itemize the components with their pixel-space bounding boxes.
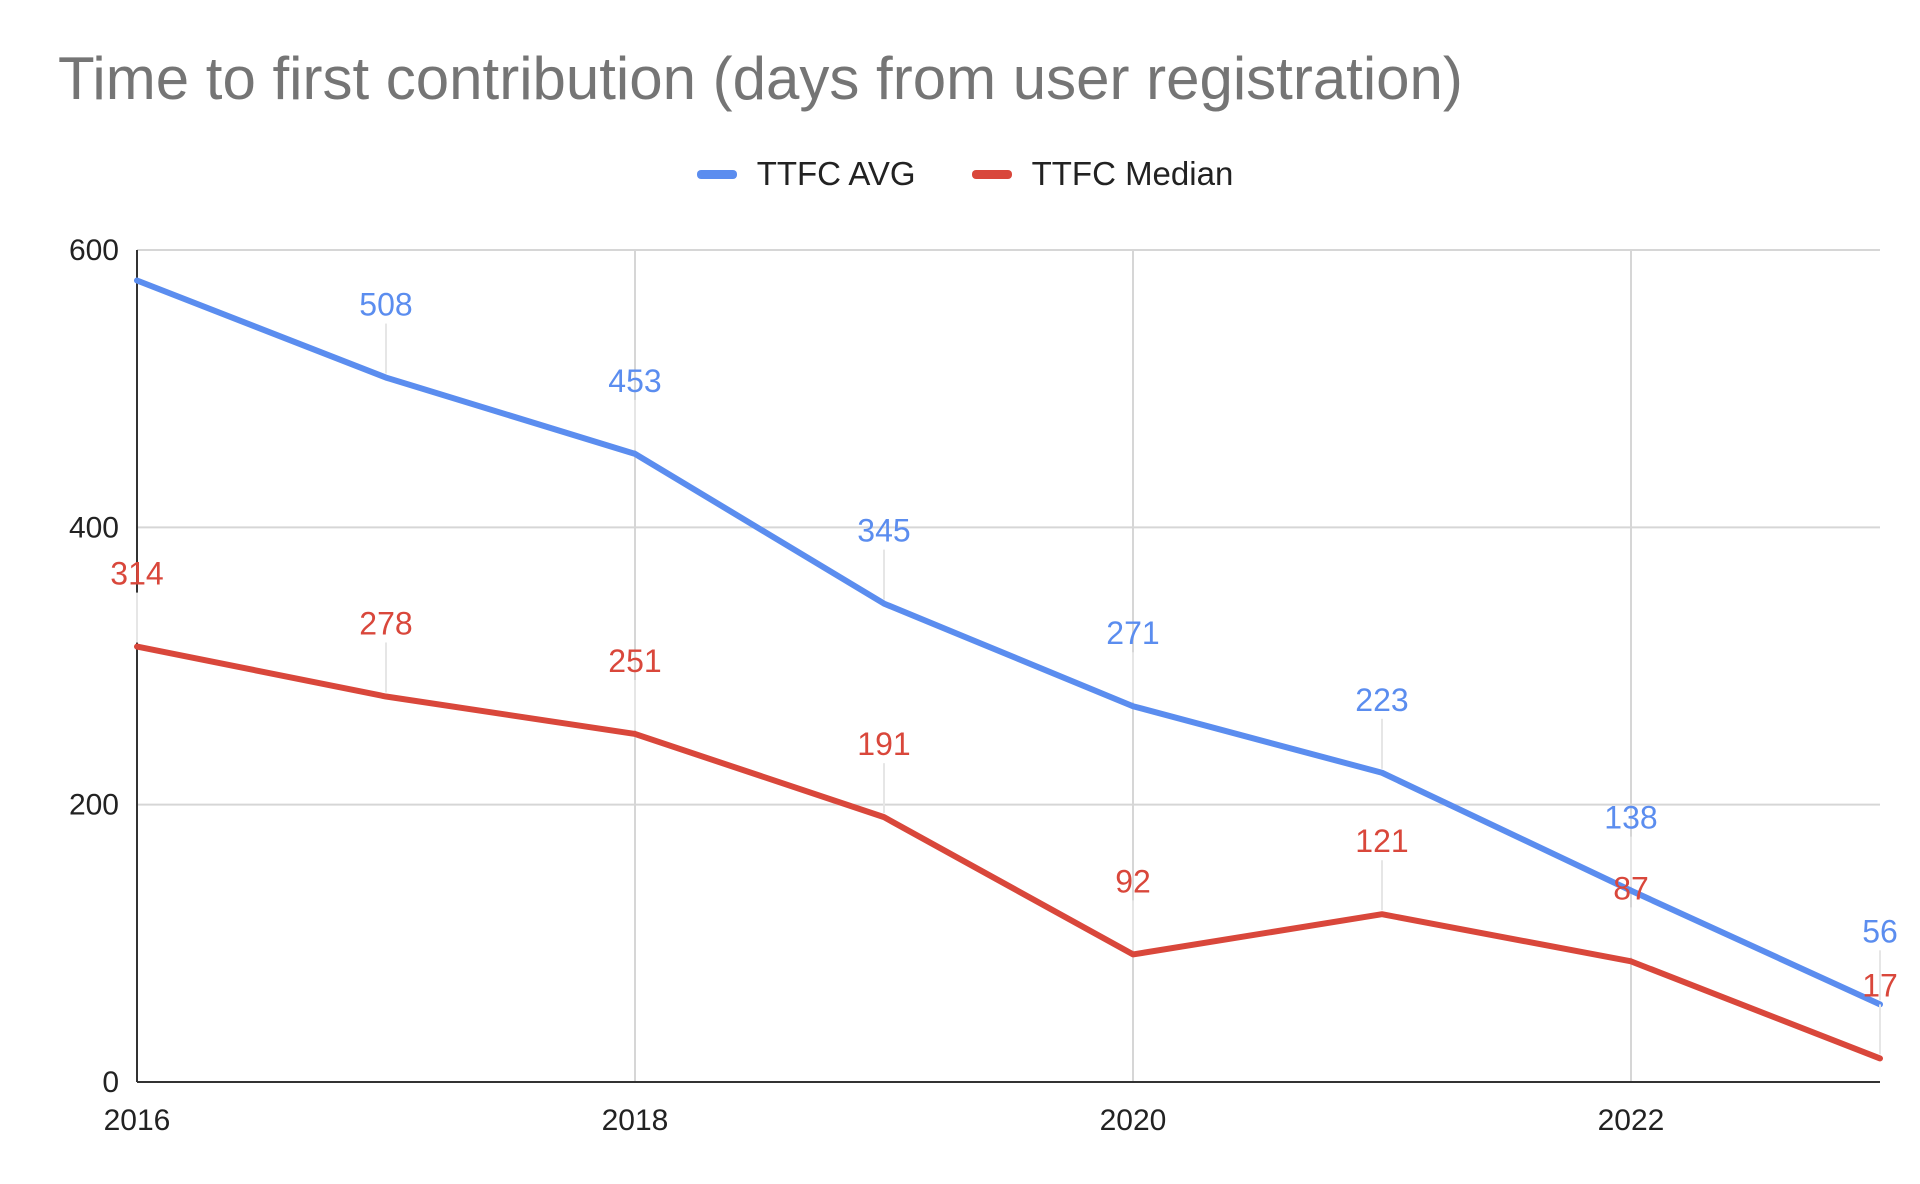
data-label-avg: 56 xyxy=(1862,913,1898,949)
chart-title: Time to first contribution (days from us… xyxy=(58,45,1463,112)
legend-label-avg: TTFC AVG xyxy=(756,155,916,192)
y-tick-label: 0 xyxy=(102,1066,119,1099)
series-line-median xyxy=(134,643,1883,1062)
y-tick-label: 600 xyxy=(69,234,119,267)
data-label-median: 17 xyxy=(1862,967,1898,1003)
x-tick-label: 2018 xyxy=(602,1104,669,1137)
legend-item-median[interactable]: TTFC Median xyxy=(971,155,1234,193)
data-label-median: 191 xyxy=(857,726,910,762)
data-label-avg: 223 xyxy=(1355,682,1408,718)
data-label-avg: 508 xyxy=(359,287,412,323)
data-label-median: 92 xyxy=(1115,863,1151,899)
legend-swatch-avg xyxy=(696,169,737,179)
legend-item-avg[interactable]: TTFC AVG xyxy=(696,155,916,193)
legend: TTFC AVG TTFC Median xyxy=(0,150,1920,198)
data-label-median: 314 xyxy=(110,556,163,592)
y-tick-label: 400 xyxy=(69,511,119,544)
legend-swatch-median xyxy=(971,169,1012,179)
y-tick-label: 200 xyxy=(69,789,119,822)
x-tick-label: 2020 xyxy=(1100,1104,1167,1137)
legend-label-median: TTFC Median xyxy=(1031,155,1234,192)
series-line-avg xyxy=(134,277,1883,1008)
data-label-median: 278 xyxy=(359,606,412,642)
data-label-avg: 271 xyxy=(1106,615,1159,651)
data-label-median: 87 xyxy=(1613,870,1649,906)
x-tick-label: 2016 xyxy=(104,1104,171,1137)
data-label-median: 121 xyxy=(1355,823,1408,859)
data-label-avg: 453 xyxy=(608,363,661,399)
x-tick-label: 2022 xyxy=(1598,1104,1665,1137)
data-label-median: 251 xyxy=(608,643,661,679)
data-label-avg: 138 xyxy=(1604,800,1657,836)
data-label-avg: 345 xyxy=(857,513,910,549)
